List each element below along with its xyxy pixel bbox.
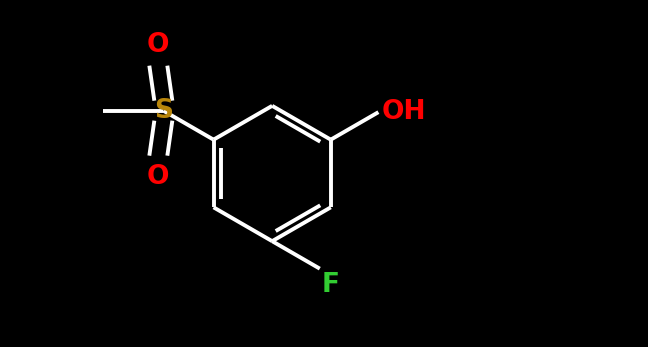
Text: F: F [322,272,340,298]
Text: S: S [154,98,173,124]
Text: OH: OH [382,99,426,125]
Text: O: O [147,32,170,58]
Text: O: O [147,164,170,190]
